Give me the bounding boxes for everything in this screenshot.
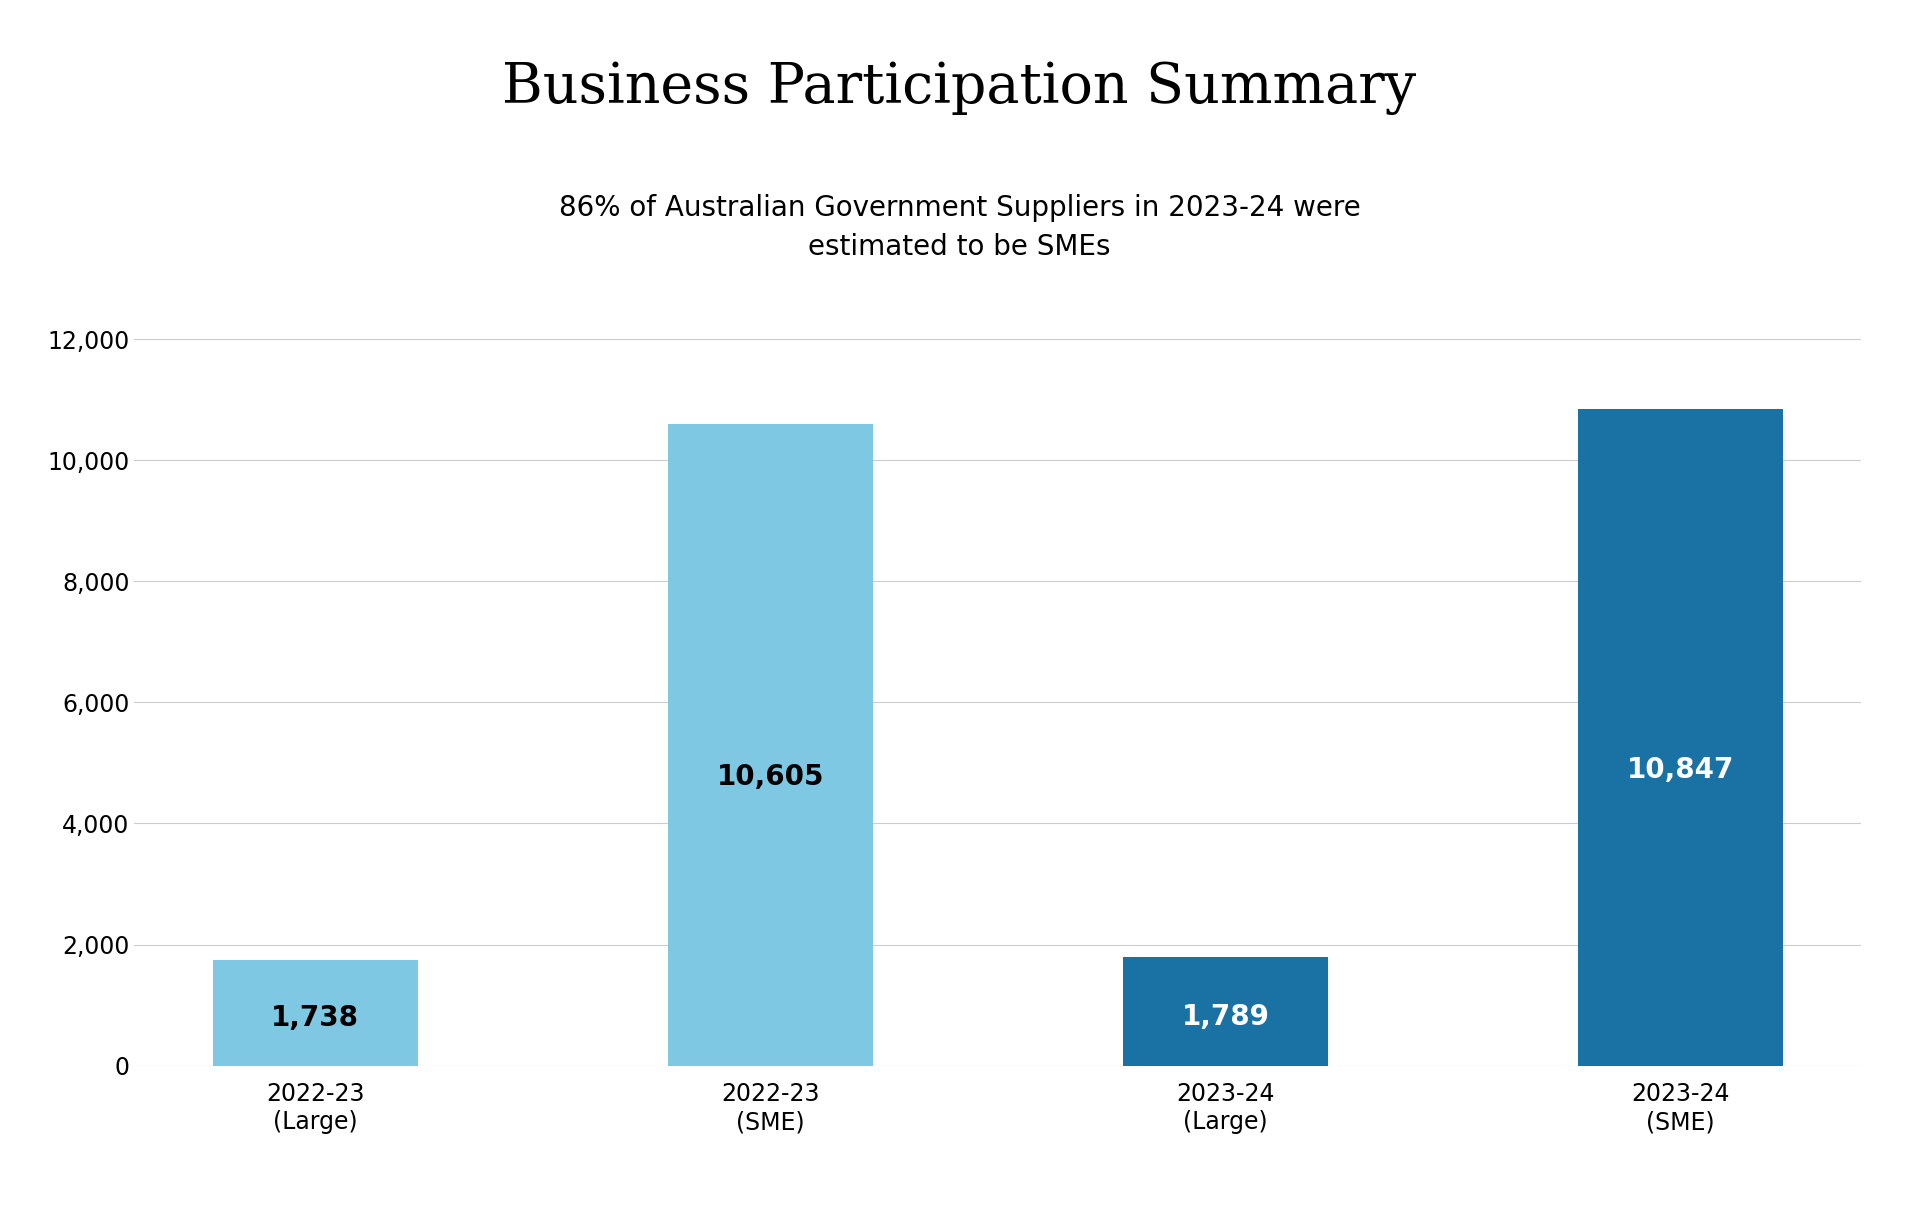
Text: Business Participation Summary: Business Participation Summary: [503, 61, 1416, 115]
Bar: [213, 960, 418, 1066]
Text: 86% of Australian Government Suppliers in 2023-24 were
estimated to be SMEs: 86% of Australian Government Suppliers i…: [558, 194, 1361, 260]
Text: 10,847: 10,847: [1627, 756, 1735, 785]
Bar: [668, 424, 873, 1066]
Text: 1,738: 1,738: [271, 1004, 359, 1032]
Text: 10,605: 10,605: [716, 763, 823, 791]
Bar: [1123, 958, 1328, 1066]
Bar: [1577, 409, 1783, 1066]
Text: 1,789: 1,789: [1182, 1003, 1268, 1031]
